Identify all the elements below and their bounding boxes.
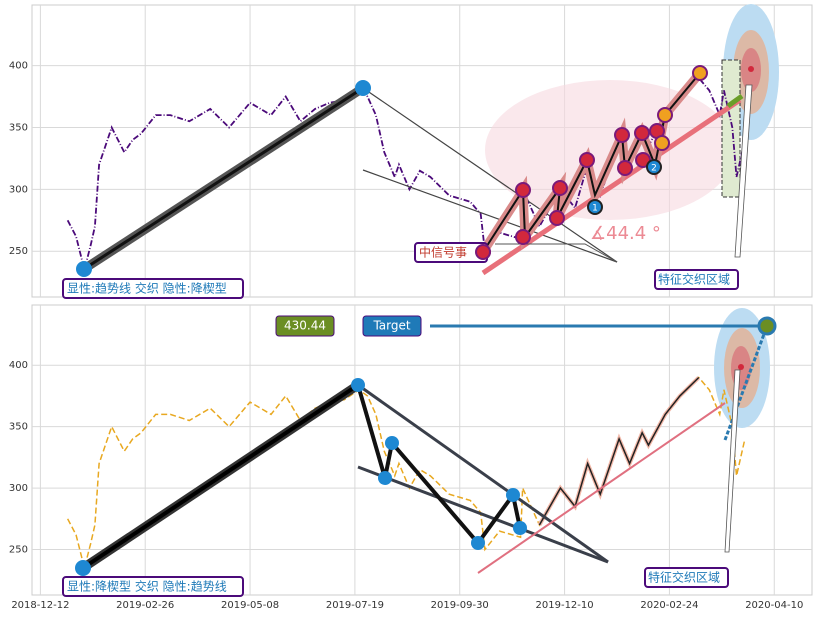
- trend-line: [81, 383, 360, 570]
- panel: [31, 304, 813, 596]
- signal: [515, 182, 531, 198]
- signal-event-label: 中信号事: [419, 245, 467, 260]
- series-line: [66, 76, 746, 271]
- signal: [515, 229, 531, 245]
- signal: [552, 180, 568, 196]
- signal: [617, 160, 633, 176]
- label-box: [644, 567, 729, 588]
- target-point: [757, 316, 777, 336]
- pivot: [75, 560, 91, 576]
- support-line: [726, 93, 744, 109]
- wedge-line: [357, 383, 609, 564]
- grid-group: 250 300 350 400: [9, 5, 812, 297]
- zone: [721, 59, 741, 198]
- signal: [646, 159, 662, 175]
- arrow: [734, 84, 753, 258]
- pattern-label: 显性:降楔型 交织 隐性:趋势线: [67, 579, 227, 594]
- wedge-line: [362, 169, 618, 263]
- signal: [634, 125, 650, 141]
- pivot: [76, 261, 92, 277]
- pivots: [75, 378, 527, 576]
- signal: [475, 244, 491, 260]
- target-label: Target: [372, 319, 410, 333]
- zone-label: 特征交织区域: [648, 570, 720, 585]
- label-box: [654, 269, 739, 290]
- decor-top: 1 2 ∡44.4 ° 显性:趋势线 交织 隐性:降楔型 特征交织区域 中信号事: [62, 65, 753, 299]
- signals: [654, 65, 708, 151]
- x-tick-label: 2020-04-10: [745, 600, 803, 611]
- signal: [614, 127, 630, 143]
- target-value: 430.44: [284, 319, 326, 333]
- dot: [748, 66, 754, 72]
- series-group: [66, 376, 746, 569]
- x-tick-label: 2018-12-12: [11, 600, 69, 611]
- pivot: [385, 436, 399, 450]
- series-group: [66, 76, 746, 271]
- signal-label: 2: [651, 164, 657, 174]
- y-tick-label: 250: [9, 246, 28, 257]
- value-box: [275, 315, 335, 337]
- signal-label: 1: [592, 204, 598, 214]
- decor-bottom-back: [714, 308, 770, 428]
- pattern-label: 显性:趋势线 交织 隐性:降楔型: [67, 281, 227, 296]
- signal: [549, 210, 565, 226]
- arrow: [724, 369, 741, 553]
- pivot: [355, 80, 371, 96]
- y-tick-label: 350: [9, 422, 28, 433]
- signal: [692, 65, 708, 81]
- x-tick-label: 2019-05-08: [221, 600, 279, 611]
- support-line: [477, 402, 726, 574]
- trend-line: [83, 86, 364, 271]
- pivot: [506, 488, 520, 502]
- x-tick-label: 2019-09-30: [431, 600, 489, 611]
- y-tick-label: 300: [9, 184, 28, 195]
- value-box: [362, 315, 422, 337]
- wedge-line: [362, 87, 618, 263]
- y-tick-label: 350: [9, 122, 28, 133]
- label-box: [62, 576, 244, 597]
- series-line: [538, 376, 700, 526]
- x-tick-label: 2019-07-19: [326, 600, 384, 611]
- angle-label: ∡44.4 °: [590, 223, 661, 244]
- signal: [579, 152, 595, 168]
- signal: [635, 152, 651, 168]
- y-tick-label: 400: [9, 61, 28, 72]
- y-tick-label: 250: [9, 545, 28, 556]
- signal: [587, 199, 603, 215]
- y-tick-label: 300: [9, 483, 28, 494]
- decor-bottom: 430.44 Target 显性:降楔型 交织 隐性:趋势线 特征交织区域: [62, 315, 777, 597]
- signal: [654, 135, 670, 151]
- wedge-line: [357, 465, 609, 564]
- pivot: [471, 536, 485, 550]
- pivot: [378, 471, 392, 485]
- label-box: [62, 278, 244, 299]
- pivot: [513, 521, 527, 535]
- signal: [657, 107, 673, 123]
- x-tick-label: 2019-12-10: [536, 600, 594, 611]
- dot: [738, 364, 744, 370]
- y-tick-label: 400: [9, 360, 28, 371]
- pivot: [351, 378, 365, 392]
- x-tick-label: 2020-02-24: [640, 600, 698, 611]
- x-tick-label: 2019-02-26: [116, 600, 174, 611]
- zone-label: 特征交织区域: [658, 272, 730, 287]
